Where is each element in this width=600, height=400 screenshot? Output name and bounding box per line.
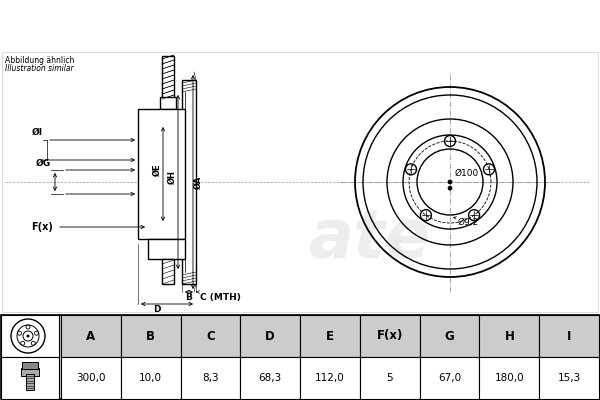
Text: ØH: ØH [168, 170, 177, 184]
Text: Abbildung ähnlich: Abbildung ähnlich [5, 56, 74, 65]
Bar [182, 80, 196, 284]
Bar [138, 109, 185, 239]
Text: D: D [265, 330, 275, 342]
Circle shape [448, 186, 452, 190]
Text: E: E [326, 330, 334, 342]
Bar [61, 357, 121, 399]
Bar [162, 56, 174, 99]
Text: 10,0: 10,0 [139, 373, 162, 383]
Text: C: C [206, 330, 215, 342]
Text: Ø9,2: Ø9,2 [458, 218, 479, 227]
Bar [479, 357, 539, 399]
Circle shape [448, 180, 452, 184]
Text: G: G [445, 330, 454, 342]
Text: 68,3: 68,3 [259, 373, 282, 383]
Text: I: I [567, 330, 571, 342]
Bar [181, 315, 241, 357]
Bar [360, 357, 419, 399]
Bar [241, 315, 300, 357]
Text: ØE: ØE [153, 163, 162, 176]
Bar [121, 315, 181, 357]
Bar [419, 315, 479, 357]
Text: F(x): F(x) [31, 222, 53, 232]
Text: C (MTH): C (MTH) [200, 293, 241, 302]
Text: ØG: ØG [36, 159, 51, 168]
Bar [181, 357, 241, 399]
Bar [241, 357, 300, 399]
Text: A: A [86, 330, 95, 342]
Text: D: D [153, 305, 161, 314]
Text: B: B [185, 293, 193, 302]
Text: ®: ® [390, 239, 404, 253]
Bar [162, 56, 174, 99]
Bar [300, 357, 360, 399]
FancyBboxPatch shape [22, 362, 38, 369]
Bar [162, 259, 174, 284]
Text: 67,0: 67,0 [438, 373, 461, 383]
Text: ØA: ØA [194, 175, 203, 189]
Bar [148, 239, 185, 259]
Text: H: H [505, 330, 514, 342]
Text: ate: ate [309, 206, 431, 272]
Text: 24.0110-0278.1: 24.0110-0278.1 [128, 15, 312, 35]
Circle shape [26, 334, 29, 338]
Text: B: B [146, 330, 155, 342]
Bar [1, 315, 59, 357]
Bar [419, 357, 479, 399]
Text: Ø100: Ø100 [455, 169, 479, 178]
FancyBboxPatch shape [21, 368, 39, 376]
Text: 410278: 410278 [386, 15, 473, 35]
Text: 180,0: 180,0 [494, 373, 524, 383]
Text: 300,0: 300,0 [76, 373, 106, 383]
Bar [539, 315, 599, 357]
Text: 112,0: 112,0 [315, 373, 345, 383]
Text: ØI: ØI [32, 128, 43, 137]
Bar [479, 315, 539, 357]
Bar [360, 315, 419, 357]
Bar [26, 374, 34, 390]
Text: Illustration similar: Illustration similar [5, 64, 74, 73]
Bar [121, 357, 181, 399]
Bar [1, 357, 59, 399]
Text: 8,3: 8,3 [202, 373, 219, 383]
Bar [61, 315, 121, 357]
Text: 5: 5 [386, 373, 393, 383]
Text: F(x): F(x) [377, 330, 403, 342]
Bar [300, 315, 360, 357]
Text: 15,3: 15,3 [557, 373, 581, 383]
Bar [539, 357, 599, 399]
Bar [160, 97, 176, 109]
